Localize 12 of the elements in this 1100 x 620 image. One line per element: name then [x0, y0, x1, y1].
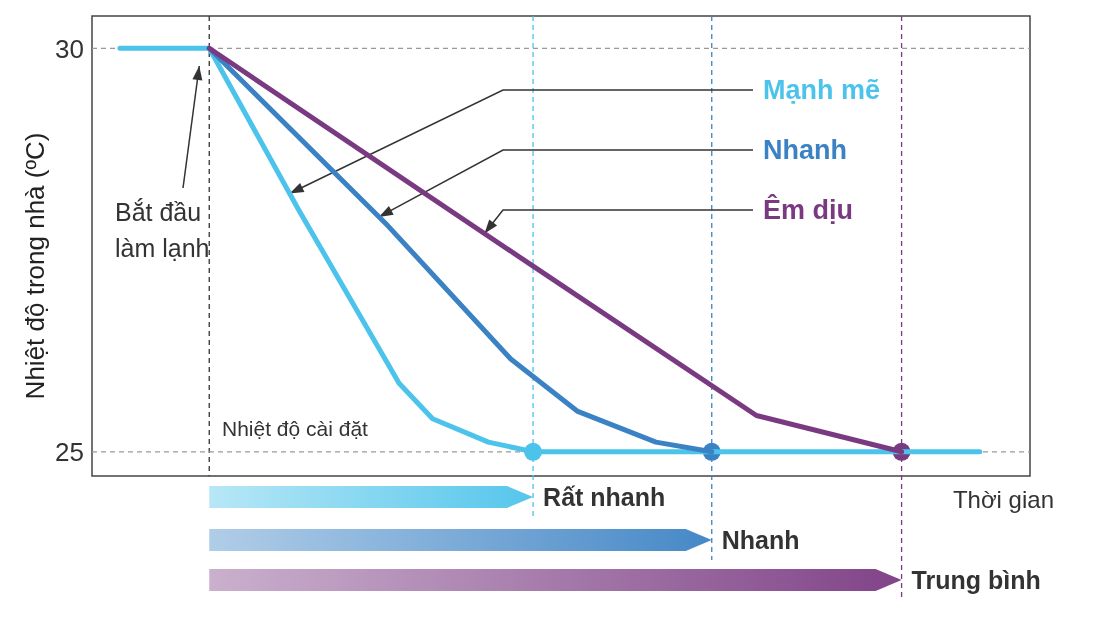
text: Mạnh mẽ — [763, 75, 881, 105]
y-axis-title: Nhiệt độ trong nhà (ºC) — [20, 132, 51, 400]
x-axis-title: Thời gian — [952, 486, 1054, 513]
y-tick-label: 30 — [55, 33, 84, 64]
annotation: Bắt đầu làm lạnh — [115, 197, 211, 264]
text: Nhanh — [763, 135, 847, 165]
text: Rất nhanh — [543, 483, 666, 511]
text: Nhanh — [721, 526, 800, 554]
ref-line-label: Nhiệt độ cài đặt — [222, 416, 369, 440]
text: Êm dịu — [763, 194, 854, 225]
text: Trung bình — [911, 566, 1041, 594]
y-tick-label: 25 — [55, 437, 84, 468]
